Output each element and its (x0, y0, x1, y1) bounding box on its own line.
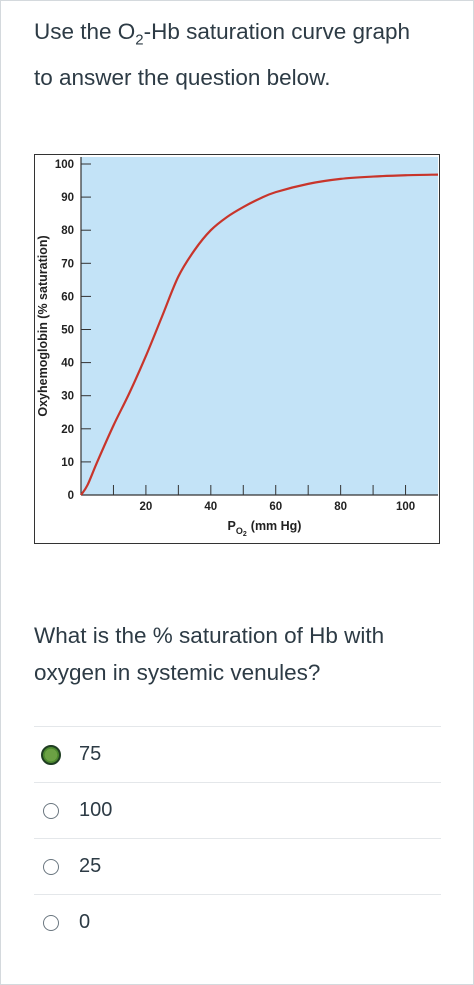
intro-text-post: -Hb saturation curve graph (143, 19, 411, 44)
saturation-curve-line (80, 173, 439, 496)
y-tick-label: 60 (61, 291, 74, 303)
saturation-curve-chart: 0 10 20 30 40 50 60 70 80 90 100 20 40 60 80 100 Oxyhem… (36, 157, 439, 538)
y-tick-label: 80 (61, 225, 74, 237)
x-tick-label: 100 (396, 501, 415, 513)
y-axis-label: Oxyhemoglobin (% saturation) (36, 235, 50, 416)
intro-line-2: to answer the question below. (34, 64, 331, 90)
x-tick-label: 80 (334, 501, 347, 513)
radio-unselected-icon[interactable] (43, 802, 59, 819)
intro-subscript: 2 (135, 31, 144, 49)
intro-text-pre: Use the O (34, 19, 136, 44)
y-tick-label: 50 (61, 325, 74, 337)
saturation-curve-figure: 0 10 20 30 40 50 60 70 80 90 100 20 40 60 80 100 Oxyhem… (34, 154, 440, 544)
intro-line-1: Use the O2-Hb saturation curve graph (34, 13, 454, 59)
y-tick-label: 30 (61, 391, 74, 403)
question-line-1: What is the % saturation of Hb with (34, 623, 385, 648)
y-tick-label: 40 (61, 358, 74, 370)
y-tick-label: 20 (61, 424, 74, 436)
radio-unselected-icon[interactable] (43, 858, 59, 875)
answer-label: 0 (79, 911, 91, 933)
answer-label: 75 (79, 743, 102, 765)
answer-label: 25 (79, 855, 102, 877)
plot-area (81, 157, 438, 495)
answer-option-0[interactable]: 0 (34, 894, 441, 950)
question-intro: Use the O2-Hb saturation curve graph to … (34, 13, 454, 96)
y-tick-label: 10 (61, 457, 74, 469)
question-text: What is the % saturation of Hb with oxyg… (34, 617, 454, 691)
radio-unselected-icon[interactable] (43, 914, 59, 931)
radio-selected-icon[interactable] (41, 744, 61, 765)
y-tick-label: 90 (61, 192, 74, 204)
answer-option-100[interactable]: 100 (34, 782, 441, 838)
x-tick-label: 60 (269, 501, 282, 513)
y-tick-label: 100 (55, 159, 74, 171)
answer-option-75[interactable]: 75 (34, 726, 441, 782)
y-tick-label: 0 (68, 490, 74, 502)
answer-list: 75 100 25 0 (34, 726, 441, 950)
x-tick-label: 40 (204, 501, 217, 513)
answer-option-25[interactable]: 25 (34, 838, 441, 894)
x-axis-label: PO2(mm Hg) (228, 519, 302, 538)
y-tick-label: 70 (61, 258, 74, 270)
question-line-2: oxygen in systemic venules? (34, 660, 321, 685)
x-tick-label: 20 (140, 501, 153, 513)
answer-label: 100 (79, 799, 113, 821)
